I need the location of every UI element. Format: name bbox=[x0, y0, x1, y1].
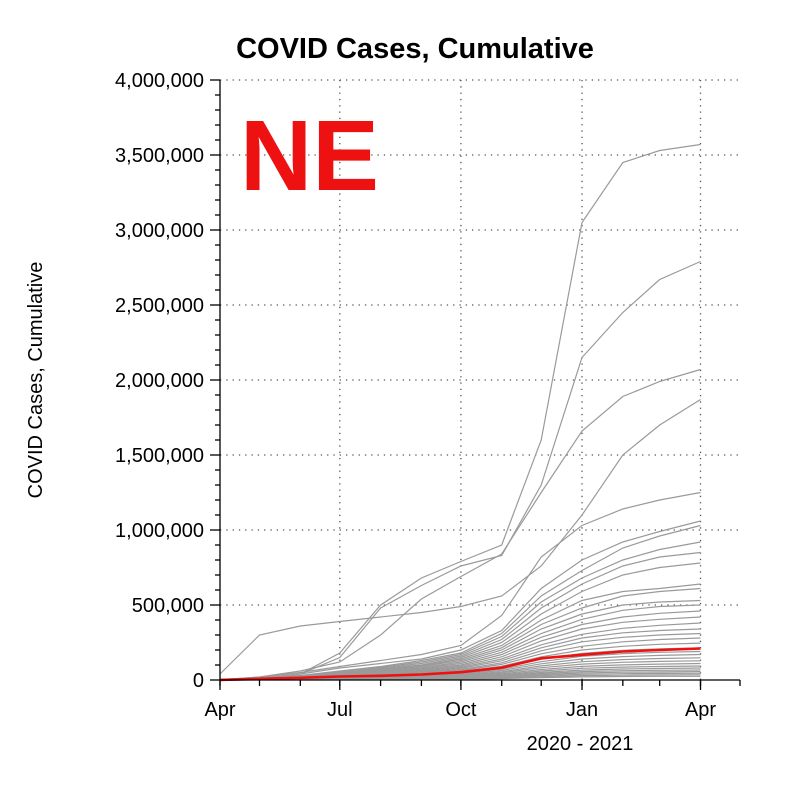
series-line-highlight bbox=[219, 647, 701, 682]
x-tick-labels: Apr Jul Oct Jan Apr bbox=[204, 699, 716, 721]
x-tick-label: Apr bbox=[204, 699, 235, 721]
state-label: NE bbox=[240, 100, 379, 212]
y-axis-label: COVID Cases, Cumulative bbox=[25, 262, 47, 499]
y-tick-label: 3,000,000 bbox=[115, 220, 204, 242]
y-tick-label: 1,000,000 bbox=[115, 520, 204, 542]
x-tick-label: Apr bbox=[685, 699, 716, 721]
x-tick-label: Jul bbox=[327, 699, 353, 721]
series-line-other bbox=[219, 143, 701, 681]
y-tick-label: 3,500,000 bbox=[115, 145, 204, 167]
chart-title: COVID Cases, Cumulative bbox=[236, 33, 594, 65]
series-line-other bbox=[219, 491, 701, 681]
y-tick-label: 500,000 bbox=[132, 595, 204, 617]
other-states-series bbox=[219, 143, 701, 681]
series-line-other bbox=[219, 368, 701, 681]
y-tick-label: 2,000,000 bbox=[115, 370, 204, 392]
highlight-series-group bbox=[219, 647, 701, 682]
y-tick-label: 0 bbox=[193, 670, 204, 692]
y-tick-label: 1,500,000 bbox=[115, 445, 204, 467]
series-line-other bbox=[219, 520, 701, 681]
series-line-other bbox=[219, 398, 701, 675]
x-tick-label: Jan bbox=[566, 699, 598, 721]
x-tick-label: Oct bbox=[445, 699, 477, 721]
y-tick-label: 4,000,000 bbox=[115, 70, 204, 92]
x-axis-label: 2020 - 2021 bbox=[527, 733, 634, 755]
axes bbox=[210, 79, 741, 690]
y-tick-labels: 0 500,000 1,000,000 1,500,000 2,000,000 2,500… bbox=[115, 70, 204, 692]
y-tick-label: 2,500,000 bbox=[115, 295, 204, 317]
